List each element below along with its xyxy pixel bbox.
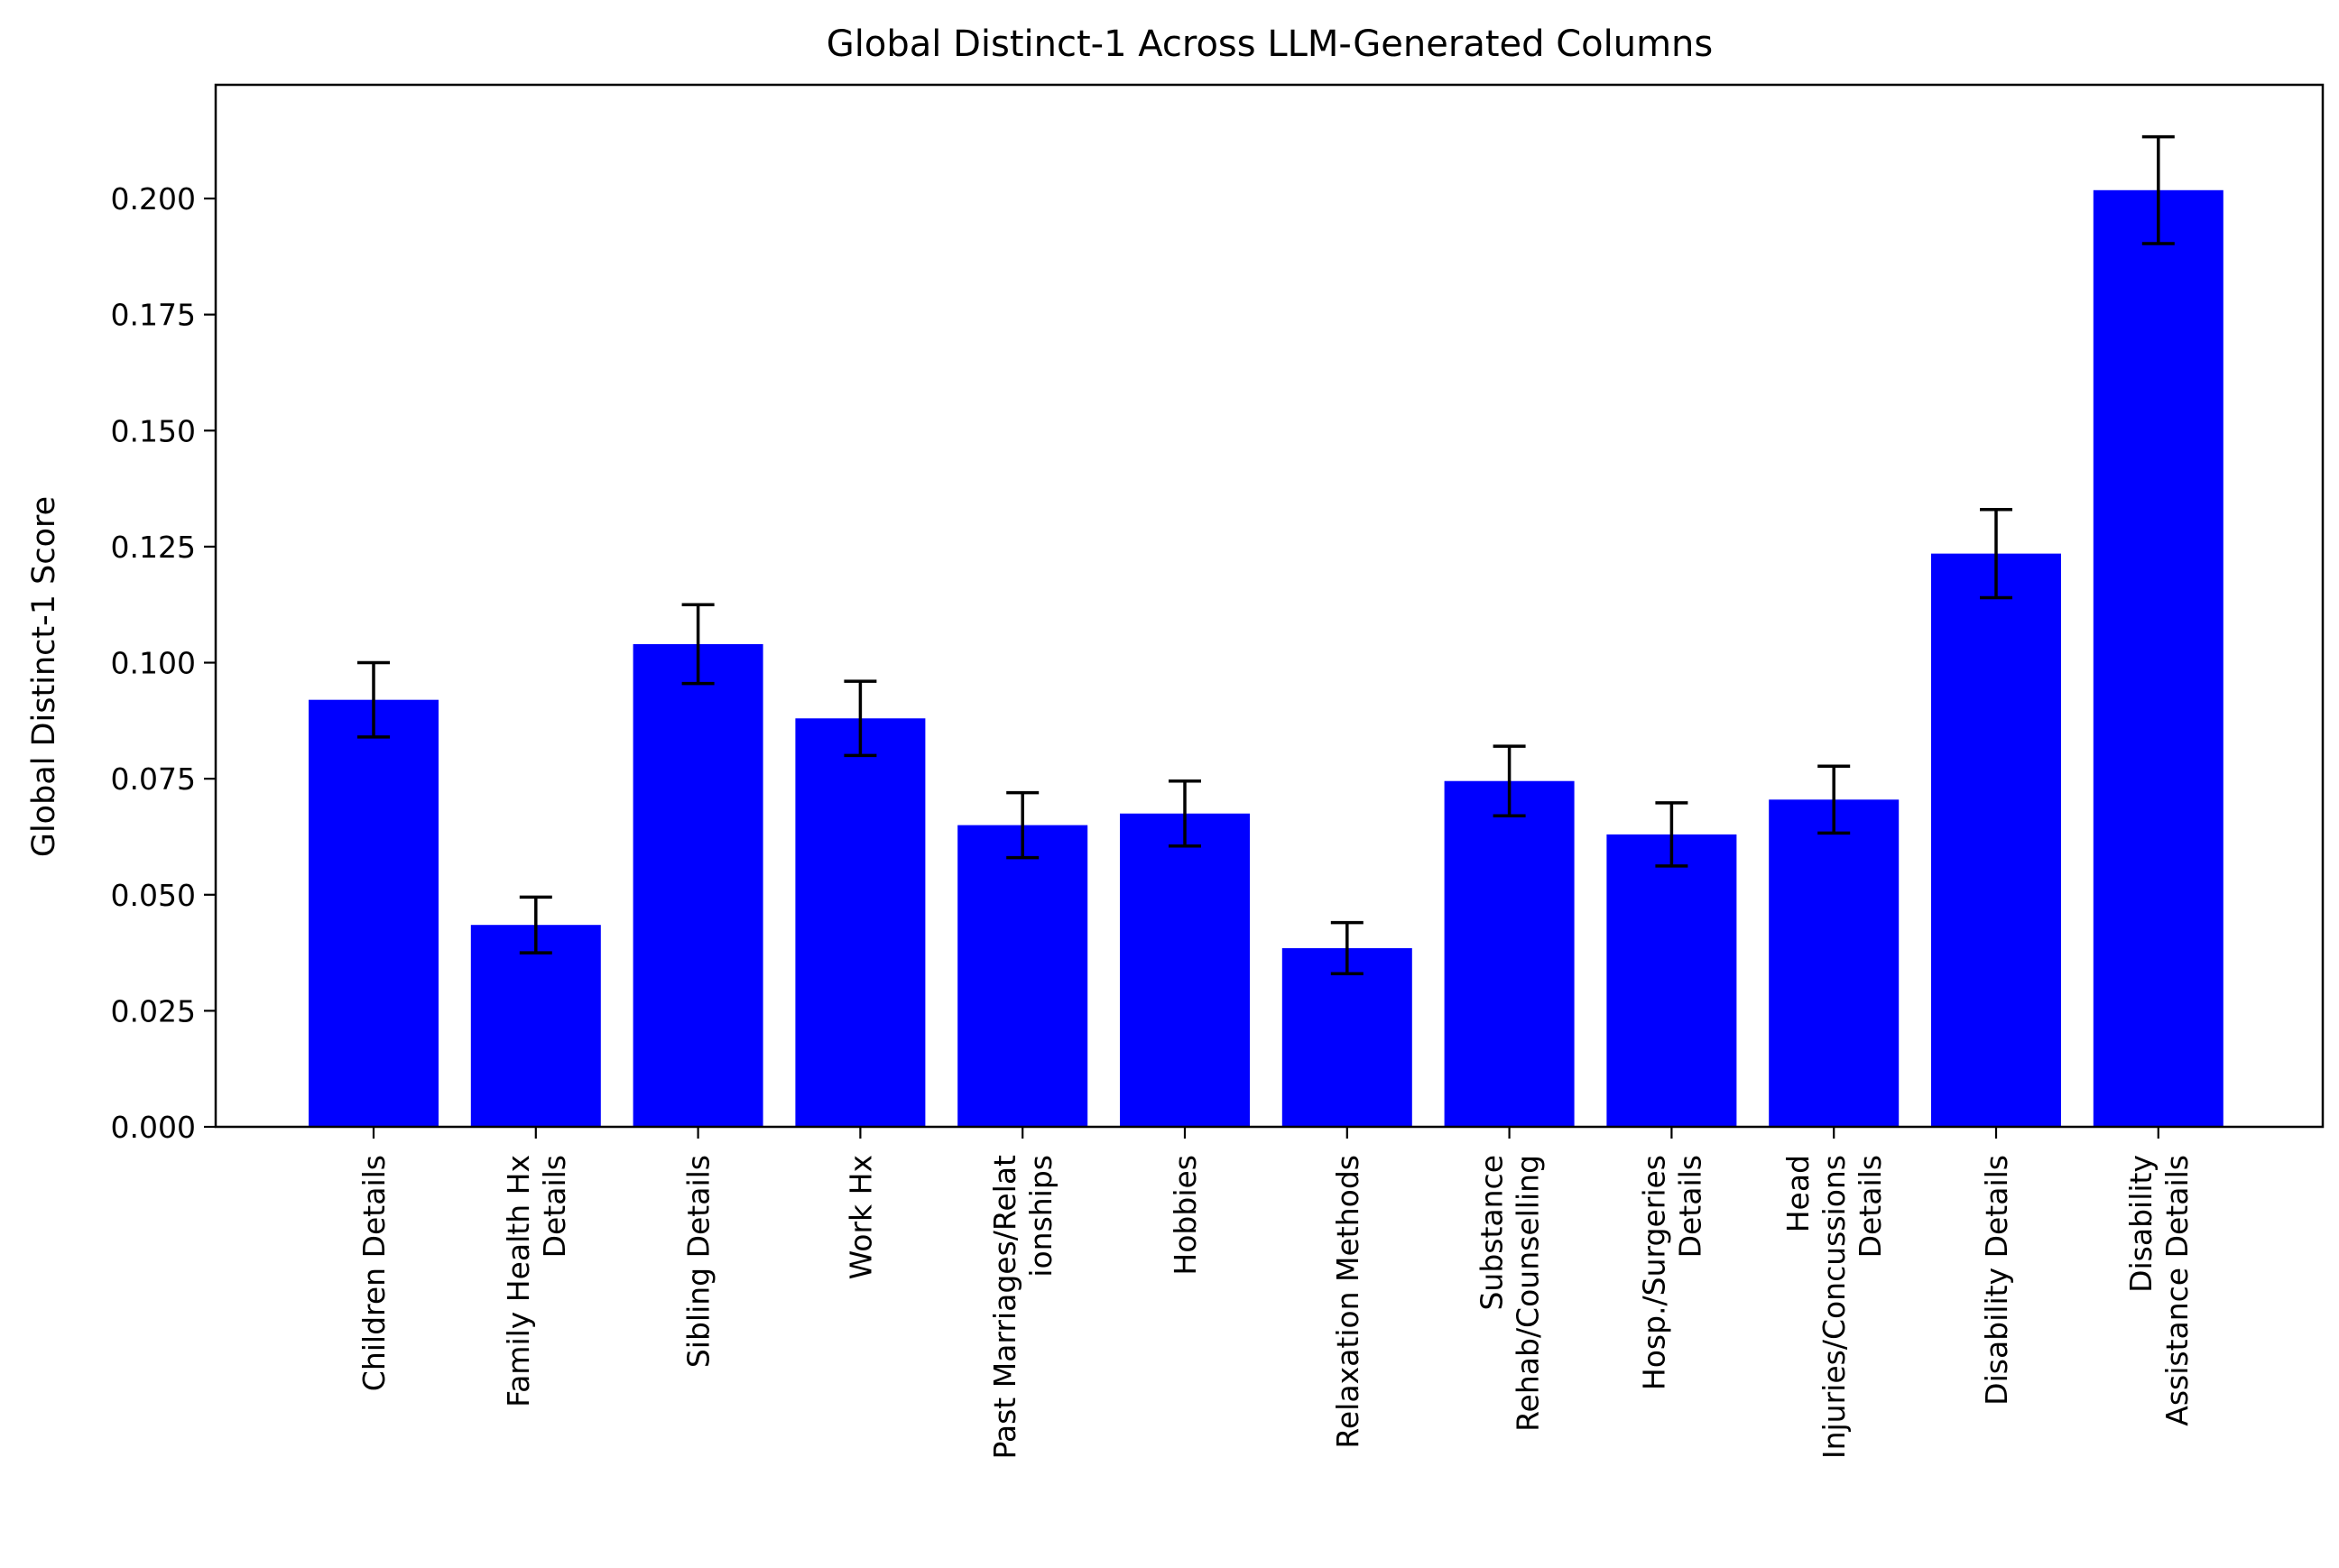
error-bar xyxy=(844,679,877,758)
y-tick-label: 0.000 xyxy=(111,1110,196,1145)
y-tick-label: 0.050 xyxy=(111,878,196,913)
x-tick-label: Children Details xyxy=(356,1155,392,1391)
x-tick-label: DisabilityAssistance Details xyxy=(2123,1155,2195,1426)
error-bar xyxy=(1169,779,1201,848)
x-tick-label-line: Disability Details xyxy=(1979,1155,2014,1406)
x-tick-label-line: Relaxation Methods xyxy=(1330,1155,1365,1449)
x-axis-ticks: Children Details Family Health HxDetails S… xyxy=(356,1127,2195,1460)
error-bar xyxy=(1330,920,1364,975)
x-tick-label-line: Hobbies xyxy=(1168,1155,1203,1276)
error-bar xyxy=(1980,507,2012,600)
x-tick-label-line: Past Marriages/Relat xyxy=(987,1155,1022,1460)
x-tick-label: Disability Details xyxy=(1979,1155,2014,1406)
x-tick-label: Hobbies xyxy=(1168,1155,1203,1276)
error-bars-layer xyxy=(357,134,2175,975)
x-tick-label-line: Details xyxy=(1672,1155,1707,1258)
error-bar xyxy=(519,895,552,955)
error-bar xyxy=(681,603,715,686)
x-tick-label-line: Work Hx xyxy=(843,1155,878,1279)
error-bar xyxy=(1655,801,1688,868)
bar xyxy=(1120,813,1250,1127)
x-tick-label: Relaxation Methods xyxy=(1330,1155,1365,1449)
x-tick-label-line: Rehab/Counselling xyxy=(1511,1155,1546,1432)
bar xyxy=(309,699,439,1127)
x-tick-label: Past Marriages/Relationships xyxy=(987,1155,1059,1460)
x-tick-label: HeadInjuries/ConcussionsDetails xyxy=(1780,1155,1888,1459)
plot-frame xyxy=(214,83,2325,1129)
x-tick-label: Hosp./SurgeriesDetails xyxy=(1636,1155,1707,1390)
bar xyxy=(633,643,763,1127)
x-tick-label-line: Head xyxy=(1780,1155,1816,1232)
error-bar xyxy=(357,660,390,739)
bar xyxy=(795,718,926,1127)
bar xyxy=(1444,780,1575,1127)
error-bar xyxy=(1817,764,1851,835)
error-bar xyxy=(2141,134,2175,245)
x-tick-label-line: Family Health Hx xyxy=(501,1155,536,1407)
x-tick-label-line: Disability xyxy=(2123,1155,2159,1293)
x-tick-label-line: Substance xyxy=(1475,1155,1510,1311)
chart-title: Global Distinct-1 Across LLM-Generated C… xyxy=(827,23,1714,65)
x-tick-label-line: Children Details xyxy=(356,1155,392,1391)
y-axis-ticks: 0.000 0.025 0.050 0.075 0.100 0.125 0.150 0.175… xyxy=(111,181,216,1145)
y-tick-label: 0.075 xyxy=(111,761,196,797)
x-tick-label: Sibling Details xyxy=(681,1155,716,1368)
y-axis-label: Global Distinct-1 Score xyxy=(26,496,62,857)
y-tick-label: 0.025 xyxy=(111,993,196,1028)
y-tick-label: 0.150 xyxy=(111,413,196,448)
x-tick-label: SubstanceRehab/Counselling xyxy=(1475,1155,1546,1432)
x-tick-label-line: Assistance Details xyxy=(2159,1155,2195,1426)
y-tick-label: 0.125 xyxy=(111,530,196,565)
bar xyxy=(1281,947,1412,1127)
x-tick-label: Work Hx xyxy=(843,1155,878,1279)
bars-layer xyxy=(309,189,2223,1128)
x-tick-label-line: Injuries/Concussions xyxy=(1817,1155,1852,1459)
x-tick-label-line: Sibling Details xyxy=(681,1155,716,1368)
x-tick-label-line: ionships xyxy=(1023,1155,1059,1277)
y-tick-label: 0.175 xyxy=(111,298,196,333)
bar xyxy=(470,925,601,1127)
bar xyxy=(957,825,1088,1127)
bar xyxy=(1606,834,1737,1127)
bar xyxy=(2093,189,2223,1128)
y-tick-label: 0.100 xyxy=(111,646,196,681)
error-bar xyxy=(1493,744,1526,818)
bar xyxy=(1769,799,1900,1127)
y-tick-label: 0.200 xyxy=(111,181,196,217)
error-bar xyxy=(1006,790,1040,860)
x-tick-label-line: Details xyxy=(1853,1155,1888,1258)
x-tick-label-line: Hosp./Surgeries xyxy=(1636,1155,1671,1390)
x-tick-label: Family Health HxDetails xyxy=(501,1155,572,1407)
x-tick-label-line: Details xyxy=(537,1155,572,1258)
bar xyxy=(1931,553,2061,1127)
